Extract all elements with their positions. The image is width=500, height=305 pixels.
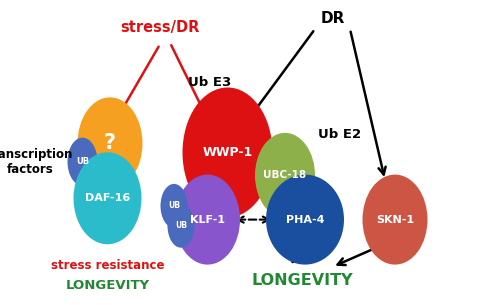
Ellipse shape (160, 184, 188, 228)
Text: ?: ? (104, 133, 116, 153)
Text: UB: UB (76, 157, 89, 166)
Text: PHA-4: PHA-4 (286, 215, 324, 224)
Ellipse shape (74, 152, 142, 244)
Text: DR: DR (320, 11, 344, 26)
Text: DAF-16: DAF-16 (85, 193, 130, 203)
Ellipse shape (168, 204, 194, 248)
Ellipse shape (68, 138, 98, 186)
Ellipse shape (78, 97, 142, 189)
Text: Ub E2: Ub E2 (318, 128, 360, 141)
Text: LONGEVITY: LONGEVITY (252, 273, 354, 288)
Text: UBC-18: UBC-18 (264, 170, 306, 180)
Ellipse shape (362, 174, 428, 265)
Ellipse shape (175, 174, 240, 265)
Ellipse shape (266, 174, 344, 265)
Text: stress resistance: stress resistance (51, 259, 164, 272)
Ellipse shape (182, 88, 272, 217)
Text: KLF-1: KLF-1 (190, 215, 225, 224)
Text: LONGEVITY: LONGEVITY (66, 279, 150, 292)
Text: Transcription
factors: Transcription factors (0, 148, 74, 176)
Text: stress/DR: stress/DR (120, 20, 200, 35)
Text: WWP-1: WWP-1 (202, 146, 252, 159)
Text: UB: UB (168, 201, 180, 210)
Text: SKN-1: SKN-1 (376, 215, 414, 224)
Text: UB: UB (175, 221, 187, 230)
Text: Ub E3: Ub E3 (188, 76, 232, 89)
Ellipse shape (255, 133, 315, 218)
